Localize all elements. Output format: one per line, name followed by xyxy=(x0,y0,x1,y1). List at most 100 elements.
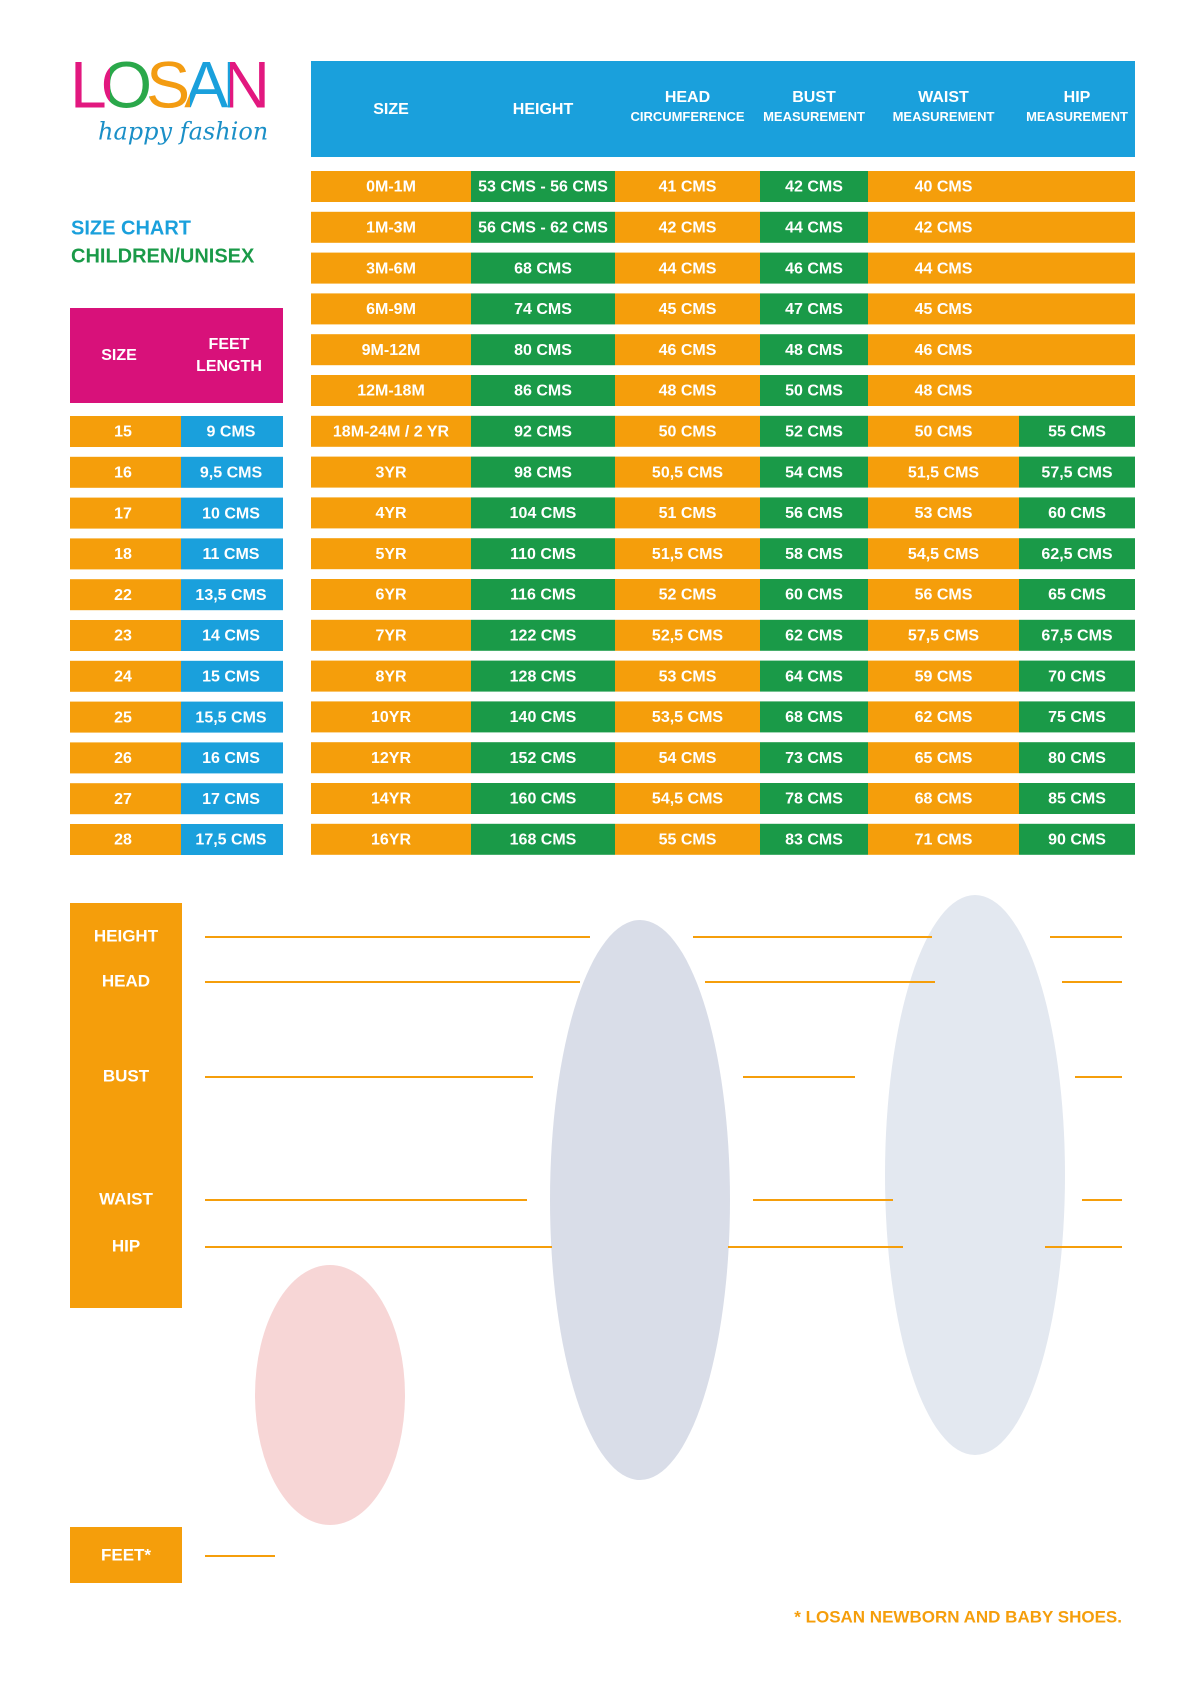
logo-brand: LOSAN xyxy=(70,47,270,121)
table-cell-bg xyxy=(615,171,760,202)
feet-length: 9 CMS xyxy=(207,424,256,441)
table-cell-bg xyxy=(1019,171,1135,202)
feet-length: 16 CMS xyxy=(202,750,260,767)
table-header-bg xyxy=(311,61,1135,157)
table-cell-bg xyxy=(760,538,868,570)
body-label: HIP xyxy=(112,1236,140,1255)
table-cell-bg xyxy=(868,742,1019,774)
table-cell: 65 CMS xyxy=(1048,587,1106,604)
table-cell: 65 CMS xyxy=(915,750,973,767)
table-cell: 168 CMS xyxy=(510,832,577,849)
table-cell-bg xyxy=(760,415,868,447)
table-cell-bg xyxy=(868,375,1019,406)
feet-length-bg xyxy=(181,824,283,855)
table-cell: 48 CMS xyxy=(659,383,717,400)
table-cell-bg xyxy=(471,538,615,570)
table-cell: 53 CMS xyxy=(659,668,717,685)
feet-size-bg xyxy=(70,456,181,488)
feet-size: 24 xyxy=(114,669,132,686)
feet-header-bg xyxy=(70,308,283,403)
table-cell: 122 CMS xyxy=(510,628,577,645)
feet-size: 28 xyxy=(114,832,132,849)
table-cell: 12M-18M xyxy=(357,383,425,400)
table-cell: 54 CMS xyxy=(785,464,843,481)
table-cell-bg xyxy=(868,538,1019,570)
table-cell-bg xyxy=(760,619,868,651)
table-cell-bg xyxy=(615,742,760,774)
table-cell: 51 CMS xyxy=(659,505,717,522)
table-cell-bg xyxy=(471,660,615,692)
table-cell-bg xyxy=(311,252,471,284)
table-cell-bg xyxy=(471,375,615,406)
table-cell: 86 CMS xyxy=(514,383,572,400)
table-cell-bg xyxy=(471,701,615,733)
column-header: HEAD CIRCUMFERENCE xyxy=(630,89,744,124)
feet-length-bg xyxy=(181,660,283,692)
body-label: HEIGHT xyxy=(94,926,159,945)
table-cell: 62 CMS xyxy=(785,628,843,645)
feet-length: 11 CMS xyxy=(203,546,260,563)
column-header: HEIGHT xyxy=(513,101,574,118)
table-cell-bg xyxy=(1019,660,1135,692)
table-cell: 90 CMS xyxy=(1048,832,1106,849)
table-cell-bg xyxy=(868,415,1019,447)
table-cell-bg xyxy=(615,619,760,651)
table-cell-bg xyxy=(615,660,760,692)
table-cell-bg xyxy=(1019,252,1135,284)
table-cell: 68 CMS xyxy=(785,709,843,726)
logo-tagline: happy fashion xyxy=(98,118,268,146)
photo-baby xyxy=(255,1265,405,1525)
table-cell-bg xyxy=(615,456,760,488)
table-cell-bg xyxy=(311,823,471,855)
table-cell: 73 CMS xyxy=(785,750,843,767)
table-cell-bg xyxy=(868,171,1019,202)
table-cell-bg xyxy=(311,456,471,488)
table-cell-bg xyxy=(471,497,615,529)
feet-length-bg xyxy=(181,497,283,529)
table-cell: 56 CMS - 62 CMS xyxy=(478,220,608,237)
feet-size: 27 xyxy=(114,791,132,808)
feet-size: 18 xyxy=(114,546,132,563)
table-cell-bg xyxy=(471,619,615,651)
table-cell: 74 CMS xyxy=(514,301,572,318)
table-cell-bg xyxy=(471,252,615,284)
table-cell-bg xyxy=(615,375,760,406)
table-cell: 128 CMS xyxy=(510,668,577,685)
table-cell-bg xyxy=(311,701,471,733)
body-label: WAIST xyxy=(99,1189,153,1208)
feet-size-bg xyxy=(70,538,181,570)
table-cell: 53 CMS - 56 CMS xyxy=(478,179,608,196)
table-cell: 44 CMS xyxy=(785,220,843,237)
table-cell-bg xyxy=(311,375,471,406)
title-line2: CHILDREN/UNISEX xyxy=(71,245,255,267)
table-cell-bg xyxy=(311,660,471,692)
table-cell-bg xyxy=(471,783,615,814)
table-cell-bg xyxy=(1019,497,1135,529)
table-cell: 68 CMS xyxy=(915,791,973,808)
table-cell: 85 CMS xyxy=(1048,791,1106,808)
table-cell: 98 CMS xyxy=(514,464,572,481)
table-cell: 9M-12M xyxy=(362,342,421,359)
table-cell: 110 CMS xyxy=(510,546,576,563)
table-cell-bg xyxy=(868,701,1019,733)
table-cell: 75 CMS xyxy=(1048,709,1106,726)
table-cell-bg xyxy=(760,579,868,610)
table-cell-bg xyxy=(760,375,868,406)
table-cell: 78 CMS xyxy=(785,791,843,808)
table-cell-bg xyxy=(868,497,1019,529)
table-cell: 55 CMS xyxy=(1048,424,1106,441)
feet-length: 9,5 CMS xyxy=(200,465,263,482)
table-cell-bg xyxy=(311,538,471,570)
table-cell-bg xyxy=(868,579,1019,610)
table-cell: 58 CMS xyxy=(785,546,843,563)
feet-length-bg xyxy=(181,742,283,774)
feet-length: 17 CMS xyxy=(202,791,260,808)
table-cell: 14YR xyxy=(371,791,411,808)
table-cell: 46 CMS xyxy=(659,342,717,359)
table-cell-bg xyxy=(471,742,615,774)
feet-size-bg xyxy=(70,416,181,447)
table-cell-bg xyxy=(760,334,868,366)
table-cell: 50 CMS xyxy=(915,424,973,441)
table-cell: 55 CMS xyxy=(659,832,717,849)
table-cell: 80 CMS xyxy=(1048,750,1106,767)
